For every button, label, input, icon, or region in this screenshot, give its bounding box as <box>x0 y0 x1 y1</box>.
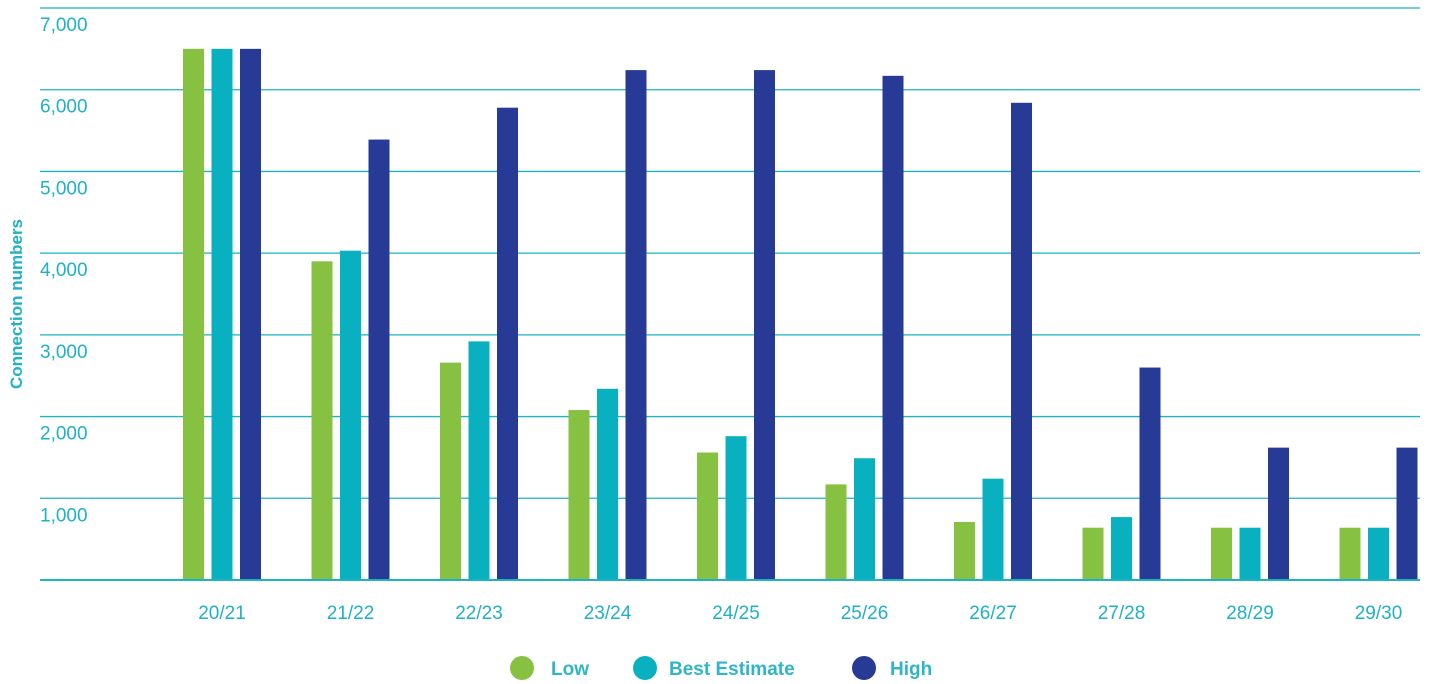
bar-high-28-29 <box>1268 447 1289 580</box>
legend-label-low: Low <box>551 659 589 680</box>
x-tick-label: 22/23 <box>455 603 503 624</box>
bar-best-estimate-28-29 <box>1239 527 1261 580</box>
bar-high-27-28 <box>1139 367 1161 580</box>
bars <box>183 48 1418 581</box>
y-tick-label: 5,000 <box>40 178 88 199</box>
bar-low-27-28 <box>1082 527 1104 580</box>
y-tick-label: 1,000 <box>40 505 88 526</box>
bar-low-24-25 <box>697 452 718 580</box>
bar-low-23-24 <box>568 410 590 580</box>
bar-low-26-27 <box>954 521 975 580</box>
x-tick-label: 28/29 <box>1226 603 1274 624</box>
x-tick-label: 29/30 <box>1355 603 1403 624</box>
bar-best-estimate-22-23 <box>468 341 490 580</box>
legend-swatch-best-estimate <box>633 656 657 680</box>
bar-best-estimate-20-21 <box>211 48 233 581</box>
y-axis-label: Connection numbers <box>7 219 26 389</box>
x-tick-label: 27/28 <box>1098 603 1146 624</box>
bar-high-26-27 <box>1011 102 1032 580</box>
y-axis-tick-labels: 1,000 2,000 3,000 4,000 5,000 6,000 7,000 <box>40 15 88 526</box>
bar-low-20-21 <box>183 48 204 581</box>
bar-best-estimate-25-26 <box>854 458 875 580</box>
bar-best-estimate-26-27 <box>982 478 1004 580</box>
legend-label-best-estimate: Best Estimate <box>669 659 795 680</box>
x-tick-label: 20/21 <box>198 603 246 624</box>
y-tick-label: 4,000 <box>40 260 88 281</box>
y-tick-label: 6,000 <box>40 97 88 118</box>
x-axis-tick-labels: 20/21 21/22 22/23 23/24 24/25 25/26 26/27 27/28… <box>198 603 1402 624</box>
bar-low-21-22 <box>311 261 333 580</box>
grid-lines <box>40 7 1420 499</box>
bar-high-29-30 <box>1396 447 1418 580</box>
x-tick-label: 21/22 <box>327 603 375 624</box>
bar-best-estimate-24-25 <box>725 436 747 580</box>
bar-best-estimate-27-28 <box>1111 517 1132 580</box>
legend: Low Best Estimate High <box>510 656 932 680</box>
bar-high-25-26 <box>882 75 904 580</box>
y-tick-label: 7,000 <box>40 15 88 36</box>
bar-best-estimate-29-30 <box>1368 527 1389 580</box>
bar-low-25-26 <box>825 484 847 580</box>
legend-label-high: High <box>890 659 932 680</box>
bar-best-estimate-23-24 <box>597 388 618 580</box>
bar-high-24-25 <box>754 70 775 581</box>
bar-low-22-23 <box>440 362 461 580</box>
x-tick-label: 25/26 <box>841 603 889 624</box>
x-tick-label: 23/24 <box>584 603 632 624</box>
bar-high-21-22 <box>368 139 390 580</box>
legend-swatch-high <box>852 656 876 680</box>
bar-low-28-29 <box>1211 527 1232 580</box>
y-tick-label: 2,000 <box>40 424 88 445</box>
x-tick-label: 26/27 <box>969 603 1017 624</box>
y-tick-label: 3,000 <box>40 342 88 363</box>
x-tick-label: 24/25 <box>712 603 760 624</box>
bar-low-29-30 <box>1339 527 1361 580</box>
legend-swatch-low <box>510 656 534 680</box>
bar-high-20-21 <box>240 48 261 581</box>
bar-high-23-24 <box>625 70 647 581</box>
bar-best-estimate-21-22 <box>340 250 361 581</box>
bar-high-22-23 <box>497 107 518 580</box>
